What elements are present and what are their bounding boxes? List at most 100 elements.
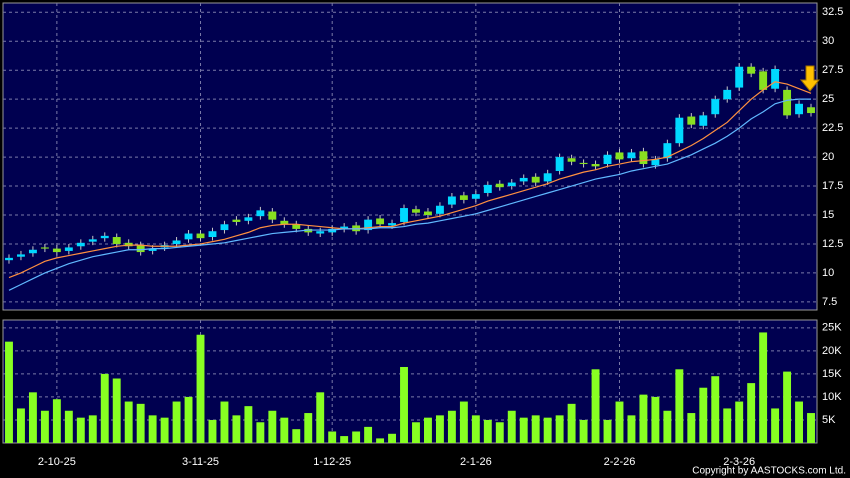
volume-bar: [364, 426, 373, 443]
candle-body: [567, 158, 576, 162]
volume-bar: [280, 417, 289, 443]
candle-body: [759, 71, 768, 90]
volume-bar: [184, 396, 193, 443]
candle-body: [268, 211, 277, 220]
volume-bar: [388, 433, 396, 443]
candle-body: [112, 237, 121, 244]
volume-bar: [232, 415, 241, 443]
volume-bar: [220, 401, 229, 443]
volume-bar: [651, 396, 660, 443]
volume-bar: [603, 419, 612, 443]
candle-body: [196, 233, 205, 239]
volume-bar: [17, 408, 25, 443]
candle-body: [424, 211, 432, 216]
candle-body: [52, 248, 61, 253]
x-tick-label: 3-11-25: [182, 456, 219, 468]
candle-body: [220, 224, 229, 231]
volume-bar: [687, 413, 696, 443]
candle-body: [483, 184, 492, 193]
volume-bar: [376, 438, 385, 443]
candle-body: [435, 205, 444, 214]
volume-bar: [699, 387, 708, 443]
y-tick-label: 12.5: [822, 238, 843, 250]
volume-bar: [759, 332, 768, 443]
volume-bar: [435, 415, 444, 443]
plot-layer: 2-10-25 3-11-25 1-12-25 2-1-26 2-2-26 2-3-26 7…: [3, 3, 843, 468]
candle-body: [471, 194, 480, 199]
candle-body: [400, 208, 408, 222]
candle-body: [735, 66, 744, 88]
volume-bar: [531, 415, 540, 443]
candle-body: [148, 248, 157, 251]
candle-body: [76, 242, 85, 247]
volume-bar: [783, 371, 792, 443]
volume-bar: [52, 399, 61, 443]
candle-body: [208, 231, 217, 238]
volume-bar: [124, 401, 133, 443]
candle-body: [292, 224, 301, 229]
volume-bar: [136, 403, 145, 443]
volume-bar: [591, 369, 600, 443]
candle-body: [771, 69, 780, 89]
volume-bar: [412, 422, 420, 443]
volume-bar: [64, 410, 73, 443]
y-tick-label: 20K: [822, 345, 842, 357]
volume-bar: [555, 415, 564, 443]
y-tick-label: 15: [822, 209, 834, 221]
volume-bar: [639, 394, 648, 443]
volume-bar: [735, 401, 744, 443]
moving-average: [8, 98, 812, 291]
volume-bar: [447, 410, 456, 443]
volume-bar: [807, 413, 815, 443]
candle-body: [699, 115, 708, 126]
candle-body: [543, 173, 552, 182]
x-tick-label: 2-3-26: [723, 456, 755, 468]
volume-bar: [459, 401, 468, 443]
volume-bar: [268, 410, 277, 443]
candle-body: [807, 107, 815, 114]
volume-bar: [340, 436, 349, 443]
volume-bar: [148, 415, 157, 443]
volume-bar: [711, 376, 720, 443]
candle-body: [376, 218, 385, 225]
y-tick-label: 20: [822, 151, 834, 163]
candle-body: [256, 210, 265, 217]
volume-bar: [495, 422, 504, 443]
y-tick-label: 30: [822, 35, 834, 47]
volume-bar: [567, 403, 576, 443]
x-tick-label: 1-12-25: [313, 456, 351, 468]
candle-body: [651, 159, 660, 166]
volume-bar: [196, 334, 205, 443]
candle-body: [531, 176, 540, 183]
volume-bar: [316, 392, 325, 443]
volume-bar: [579, 419, 588, 443]
volume-bar: [112, 378, 121, 443]
volume-bar: [256, 422, 265, 443]
candle-body: [783, 89, 792, 116]
candle-body: [28, 249, 37, 254]
candle-body: [723, 89, 732, 100]
candle-body: [591, 164, 600, 167]
volume-bar: [507, 410, 516, 443]
volume-bar: [352, 431, 361, 443]
volume-bar: [5, 341, 13, 443]
candle-body: [184, 233, 193, 240]
candle-body: [5, 257, 13, 261]
moving-average: [8, 81, 812, 279]
copyright: Copyright by AASTOCKS.com Ltd.: [692, 466, 846, 477]
candle-body: [459, 195, 468, 200]
candle-body: [280, 220, 289, 225]
volume-bar: [543, 417, 552, 443]
volume-bar: [663, 410, 672, 443]
candle-body: [232, 219, 241, 222]
volume-bar: [328, 431, 337, 443]
volume-bar: [400, 366, 408, 443]
volume-bar: [627, 415, 636, 443]
y-tick-label: 10: [822, 267, 834, 279]
y-tick-label: 22.5: [822, 122, 843, 134]
volume-bar: [28, 392, 37, 443]
volume-bar: [519, 417, 528, 443]
candle-body: [388, 223, 396, 226]
volume-bar: [424, 417, 432, 443]
